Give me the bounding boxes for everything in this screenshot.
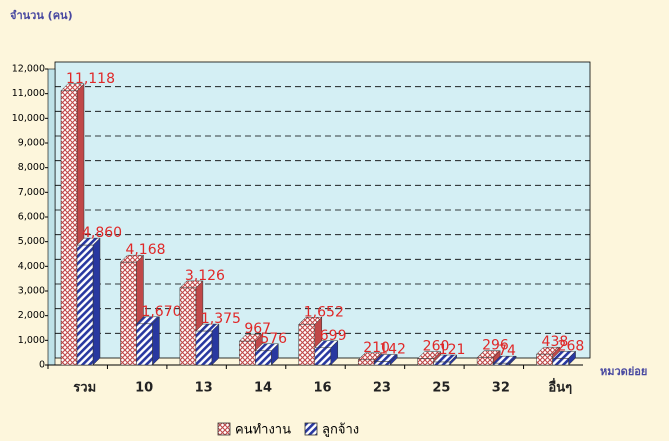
value-label: 1,375 [201,311,241,327]
value-label: 1,670 [141,304,181,320]
bar [298,324,316,366]
y-axis-label: จำนวน (คน) [10,9,73,22]
bar [136,323,153,366]
bar [314,347,332,366]
y-tick-label: 9,000 [18,138,45,149]
y-tick-label: 8,000 [18,162,45,173]
y-tick-label: 11,000 [12,88,45,99]
value-label: 260 [423,339,450,355]
value-label: 967 [244,321,271,337]
value-label: 268 [558,338,585,354]
bar [536,353,553,366]
value-label: 11,118 [66,71,115,87]
x-tick-label: 23 [373,381,391,396]
y-tick-label: 6,000 [18,212,45,223]
value-label: 4,860 [82,225,122,241]
value-label: 121 [439,342,466,358]
value-label: 142 [379,341,406,357]
legend-swatch [217,422,231,436]
y-tick-label: 10,000 [12,113,45,124]
bar [433,361,450,366]
x-axis-label: หมวดย่อย [600,365,647,378]
value-label: 438 [542,334,569,350]
x-tick-label: 16 [313,381,331,396]
bar [492,362,510,366]
x-tick-label: 14 [254,381,272,396]
x-tick-label: 10 [135,381,153,396]
y-tick-label: 1,000 [18,335,45,346]
x-tick-label: 13 [195,381,213,396]
x-tick-label: รวม [73,381,96,396]
value-label: 296 [482,338,509,354]
value-label: 210 [363,340,390,356]
y-tick-label: 5,000 [18,236,45,247]
y-tick-label: 7,000 [18,187,45,198]
bar [120,261,137,366]
bar [255,350,272,366]
value-label: 3,126 [185,268,225,284]
bar [76,244,94,366]
legend-swatch [304,422,318,436]
x-tick-label: อื่นๆ [548,378,572,396]
bar [179,287,197,366]
bar-side [92,237,101,366]
legend-label: คนทำงาน [235,423,291,438]
y-tick-label: 2,000 [18,310,45,321]
value-label: 4,168 [125,242,165,258]
y-tick-label: 3,000 [18,286,45,297]
bar [552,358,569,366]
bar [195,330,213,366]
y-tick-label: 4,000 [18,261,45,272]
x-tick-label: 32 [492,381,510,396]
bar [60,90,78,366]
y-tick-label: 12,000 [12,64,45,75]
value-label: 1,652 [304,304,344,320]
bar [476,357,494,366]
x-tick-label: 25 [432,381,450,396]
plot-floor-wall [47,68,56,366]
bar [373,361,391,366]
value-label: 576 [260,331,287,347]
y-tick-label: 0 [39,360,45,371]
value-label: 699 [320,328,347,344]
bar [239,340,256,366]
bar-side [152,316,160,366]
bar [417,358,434,366]
bar [357,359,375,366]
value-label: 74 [498,343,516,359]
legend-label: ลูกจ้าง [322,423,359,438]
